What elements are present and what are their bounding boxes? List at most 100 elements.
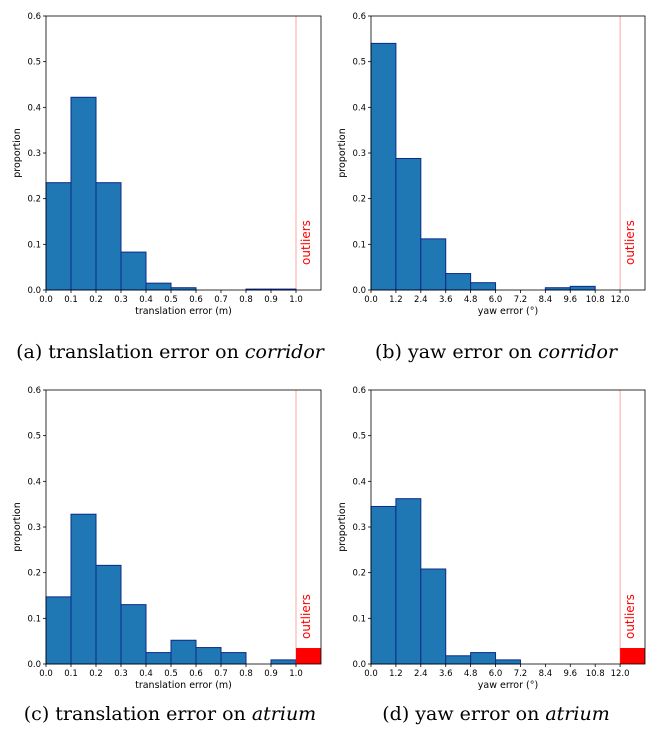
y-tick-label: 0.2 (27, 195, 41, 205)
x-tick-label: 0.4 (139, 669, 153, 679)
y-tick-label: 0.6 (352, 386, 366, 396)
x-tick-label: 3.6 (439, 669, 453, 679)
caption-text: (a) translation error on (16, 341, 245, 363)
y-tick-label: 0.2 (27, 569, 41, 579)
x-tick-label: 4.8 (464, 669, 478, 679)
y-tick-label: 0.3 (352, 149, 366, 159)
x-tick-label: 0.4 (139, 295, 153, 305)
x-tick-label: 0.6 (189, 295, 203, 305)
x-tick-label: 0.0 (364, 669, 378, 679)
x-tick-label: 0.5 (164, 669, 178, 679)
histogram-bar (569, 285, 596, 291)
x-tick-label: 3.6 (439, 295, 453, 305)
x-tick-label: 0.0 (39, 669, 53, 679)
x-tick-label: 12.0 (611, 295, 630, 305)
histogram-bar (420, 568, 447, 665)
y-tick-label: 0.1 (352, 240, 366, 250)
x-tick-label: 0.8 (239, 295, 253, 305)
x-tick-label: 0.0 (39, 295, 53, 305)
x-tick-label: 0.3 (114, 669, 128, 679)
y-axis-label: proportion (337, 128, 348, 178)
outlier-label: outliers (623, 594, 637, 639)
histogram-bar (495, 659, 521, 665)
x-tick-label: 0.7 (214, 295, 228, 305)
caption-dataset-name: atrium (252, 703, 316, 725)
histogram-bar (395, 498, 422, 665)
x-tick-label: 1.2 (389, 669, 403, 679)
x-tick-label: 0.0 (364, 295, 378, 305)
x-tick-label: 7.2 (514, 669, 528, 679)
outlier-bar (620, 648, 645, 664)
x-axis-label: yaw error (°) (478, 306, 538, 317)
x-tick-label: 1.0 (289, 295, 303, 305)
outlier-label: outliers (623, 220, 637, 265)
histogram-bar (145, 652, 172, 665)
x-tick-label: 0.5 (164, 295, 178, 305)
histogram-bar (420, 238, 447, 291)
histogram-bar (445, 273, 472, 291)
subfigure-caption: (c) translation error on atrium (24, 703, 316, 725)
y-tick-label: 0.0 (352, 660, 366, 670)
x-tick-label: 0.7 (214, 669, 228, 679)
x-tick-label: 0.2 (89, 669, 103, 679)
x-tick-label: 6.0 (489, 669, 503, 679)
y-tick-label: 0.2 (352, 195, 366, 205)
histogram-bar (45, 596, 72, 665)
y-tick-label: 0.2 (352, 569, 366, 579)
caption-dataset-name: corridor (245, 341, 326, 363)
y-tick-label: 0.0 (27, 660, 41, 670)
chart-panel-1: outliers 0.0 0.1 0.2 0.3 0.4 0.5 0.6 0.0 0.1 0.2 0.… (12, 12, 326, 363)
y-tick-label: 0.3 (27, 149, 41, 159)
y-tick-label: 0.1 (27, 614, 41, 624)
y-tick-label: 0.1 (27, 240, 41, 250)
outlier-label: outliers (299, 220, 313, 265)
x-tick-label: 0.8 (239, 669, 253, 679)
x-tick-label: 10.8 (586, 669, 605, 679)
histogram-bar (120, 251, 147, 291)
histogram-bar (195, 647, 222, 665)
histogram-bar (470, 652, 497, 665)
caption-dataset-name: corridor (538, 341, 619, 363)
x-tick-label: 10.8 (586, 295, 605, 305)
histogram-bar (370, 505, 397, 665)
x-tick-label: 1.2 (389, 295, 403, 305)
y-axis-label: proportion (337, 502, 348, 552)
y-tick-label: 0.6 (27, 386, 41, 396)
histogram-bar (45, 182, 72, 291)
y-tick-label: 0.5 (27, 58, 41, 68)
x-tick-label: 8.4 (539, 295, 553, 305)
y-tick-label: 0.5 (27, 432, 41, 442)
histogram-bar (270, 659, 297, 665)
histogram-bar (170, 639, 197, 665)
x-tick-label: 1.0 (289, 669, 303, 679)
histogram-bar (220, 652, 247, 665)
chart-panel-4: outliers 0.0 0.1 0.2 0.3 0.4 0.5 0.6 0.0 1.2 2.4 3.… (337, 386, 646, 725)
y-tick-label: 0.6 (352, 12, 366, 22)
x-tick-label: 9.6 (564, 669, 578, 679)
chart-panel-2: outliers 0.0 0.1 0.2 0.3 0.4 0.5 0.6 0.0 1.2 2.4 3.… (337, 12, 646, 363)
y-tick-label: 0.0 (27, 286, 41, 296)
caption-text: (b) yaw error on (375, 341, 538, 363)
x-tick-label: 2.4 (414, 669, 428, 679)
histogram-bar (120, 604, 147, 665)
histogram-bar (95, 564, 122, 665)
histogram-bar (70, 96, 97, 291)
y-tick-label: 0.4 (352, 477, 366, 487)
chart-panel-3: outliers 0.0 0.1 0.2 0.3 0.4 0.5 0.6 0.0 0.1 0.2 0.… (12, 386, 322, 725)
histogram-bar (70, 513, 97, 665)
x-tick-label: 0.1 (64, 669, 78, 679)
outlier-bar (296, 648, 321, 664)
x-tick-label: 12.0 (611, 669, 630, 679)
histogram-bar (470, 282, 497, 291)
outlier-label: outliers (299, 594, 313, 639)
y-tick-label: 0.6 (27, 12, 41, 22)
caption-text: (d) yaw error on (382, 703, 545, 725)
x-tick-label: 8.4 (539, 669, 553, 679)
y-axis-label: proportion (12, 128, 23, 178)
histogram-bar (445, 655, 472, 665)
subfigure-caption: (d) yaw error on atrium (382, 703, 609, 725)
y-tick-label: 0.5 (352, 58, 366, 68)
x-tick-label: 0.2 (89, 295, 103, 305)
subfigure-caption: (b) yaw error on corridor (375, 341, 619, 363)
